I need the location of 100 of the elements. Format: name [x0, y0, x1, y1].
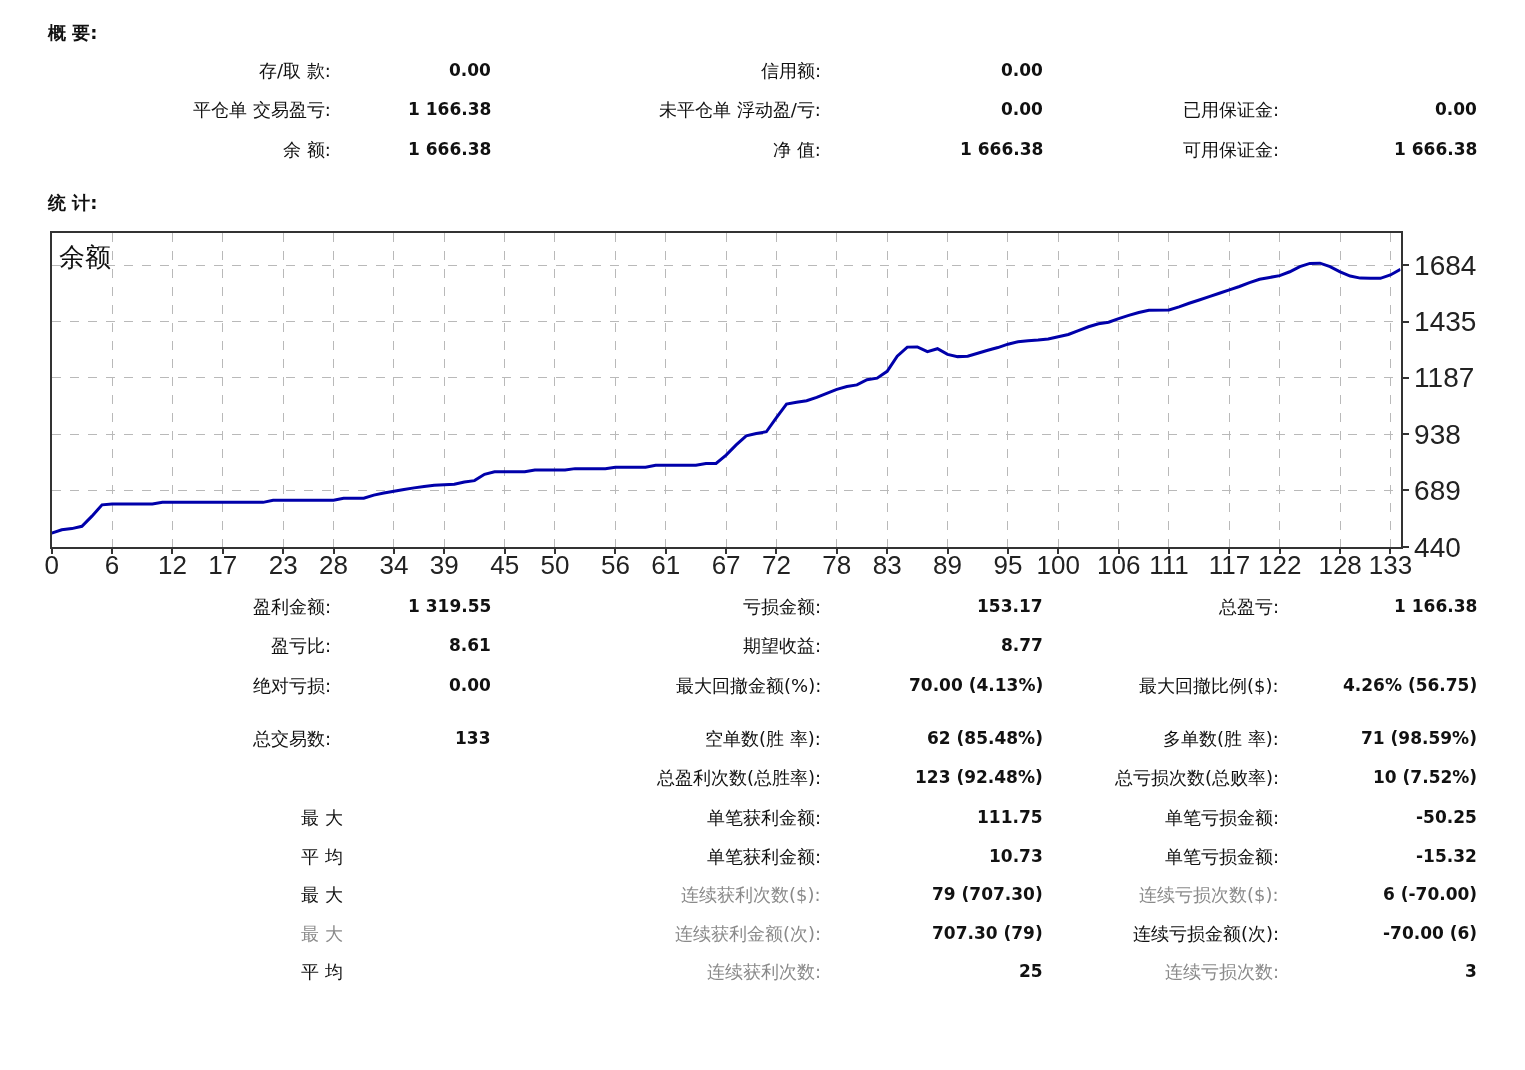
text: 已用保证金:: [1183, 99, 1280, 120]
x-tick-label: 28: [319, 549, 348, 580]
text: 余 额:: [283, 139, 331, 160]
text: 0.00: [1435, 99, 1478, 119]
y-tick-label: 689: [1414, 475, 1461, 507]
text: 1 319.55: [408, 596, 492, 616]
text: 平 均: [301, 846, 343, 867]
text: 71 (98.59%): [1361, 728, 1477, 748]
text: 70.00 (4.13%): [909, 675, 1044, 695]
text: 4.26% (56.75): [1343, 675, 1478, 695]
text: 可用保证金:: [1183, 139, 1280, 160]
x-tick-label: 12: [158, 549, 187, 580]
x-tick-label: 17: [208, 549, 238, 580]
text: 连续亏损金额(次):: [1133, 923, 1280, 944]
text: 1 166.38: [1394, 596, 1478, 616]
x-tick-label: 106: [1096, 549, 1141, 580]
text: -70.00 (6): [1383, 923, 1478, 943]
x-tick-label: 128: [1318, 549, 1362, 580]
text: 10 (7.52%): [1373, 767, 1478, 787]
chart-title: 余额: [59, 242, 111, 272]
text: 单笔亏损金额:: [1165, 807, 1280, 828]
x-tick-label: 56: [600, 549, 630, 580]
y-tick-label: 1684: [1414, 250, 1477, 282]
text: 单笔亏损金额:: [1165, 846, 1280, 867]
x-tick-label: 100: [1036, 549, 1080, 580]
text: 连续亏损次数($):: [1139, 884, 1279, 905]
text: 1 166.38: [408, 99, 492, 119]
text: 111.75: [977, 807, 1043, 827]
text: 0.00: [449, 60, 492, 80]
x-tick-label: 111: [1149, 549, 1189, 580]
text: 空单数(胜 率):: [705, 728, 821, 749]
text: 8.77: [1001, 635, 1043, 655]
text: 平仓单 交易盈亏:: [193, 99, 331, 120]
text: 统 计:: [47, 192, 98, 213]
x-tick-label: 133: [1368, 549, 1413, 580]
text: 净 值:: [773, 139, 821, 160]
x-tick-label: 78: [822, 549, 852, 580]
text: 连续获利次数($):: [681, 884, 821, 905]
text: 153.17: [977, 596, 1043, 616]
x-tick-label: 117: [1208, 549, 1251, 580]
text: 707.30 (79): [932, 923, 1043, 943]
text: 总盈利次数(总胜率):: [656, 767, 822, 788]
text: 存/取 款:: [259, 60, 331, 81]
text: 最 大: [301, 923, 343, 944]
text: 总亏损次数(总败率):: [1114, 767, 1280, 788]
text: -50.25: [1416, 807, 1477, 827]
text: 多单数(胜 率):: [1163, 728, 1279, 749]
text: 总交易数:: [252, 728, 332, 749]
x-tick-label: 34: [379, 549, 409, 580]
text: 最 大: [301, 807, 343, 828]
text: 连续亏损次数:: [1165, 961, 1280, 982]
text: 亏损金额:: [743, 596, 822, 617]
text: 最大回撤比例($):: [1139, 675, 1279, 696]
x-tick-label: 0: [44, 549, 59, 580]
y-tick-label: 1435: [1414, 306, 1477, 338]
text: 期望收益:: [743, 635, 822, 656]
text: 79 (707.30): [932, 884, 1043, 904]
x-tick-label: 50: [540, 549, 570, 580]
text: 单笔获利金额:: [707, 846, 822, 867]
x-tick-label: 23: [268, 549, 298, 580]
y-tick-label: 440: [1414, 531, 1461, 563]
text: 盈利金额:: [253, 596, 332, 617]
text: 10.73: [989, 846, 1043, 866]
text: 最大回撤金额(%):: [676, 675, 822, 696]
text: 133: [455, 728, 491, 748]
text: 6 (-70.00): [1383, 884, 1478, 904]
text: 未平仓单 浮动盈/亏:: [659, 99, 821, 120]
text: 1 666.38: [960, 139, 1044, 159]
text: 单笔获利金额:: [707, 807, 822, 828]
x-tick-label: 95: [993, 549, 1023, 580]
text: 概 要:: [47, 22, 98, 43]
text: 最 大: [301, 884, 343, 905]
text: 连续获利次数:: [707, 961, 822, 982]
text: 8.61: [449, 635, 491, 655]
x-tick-label: 61: [651, 549, 681, 580]
text: 盈亏比:: [271, 635, 332, 656]
x-tick-label: 83: [872, 549, 902, 580]
text: 25: [1019, 961, 1043, 981]
y-tick-label: 938: [1414, 418, 1461, 450]
text: 总盈亏:: [1218, 596, 1280, 617]
text: 绝对亏损:: [253, 675, 332, 696]
x-tick-label: 39: [429, 549, 459, 580]
text: -15.32: [1416, 846, 1477, 866]
x-tick-label: 72: [761, 549, 791, 580]
x-tick-label: 45: [490, 549, 520, 580]
text: 平 均: [301, 961, 343, 982]
text: 信用额:: [761, 60, 822, 81]
text: 0.00: [1001, 99, 1044, 119]
text: 1 666.38: [408, 139, 492, 159]
text: 0.00: [449, 675, 492, 695]
x-tick-label: 89: [933, 549, 962, 580]
text: 3: [1465, 961, 1477, 981]
text: 1 666.38: [1394, 139, 1478, 159]
text: 123 (92.48%): [915, 767, 1043, 787]
text: 连续获利金额(次):: [675, 923, 822, 944]
text: 0.00: [1001, 60, 1044, 80]
text: 62 (85.48%): [927, 728, 1043, 748]
x-tick-label: 122: [1258, 549, 1302, 580]
x-tick-label: 67: [711, 549, 741, 580]
x-tick-label: 6: [104, 549, 120, 580]
